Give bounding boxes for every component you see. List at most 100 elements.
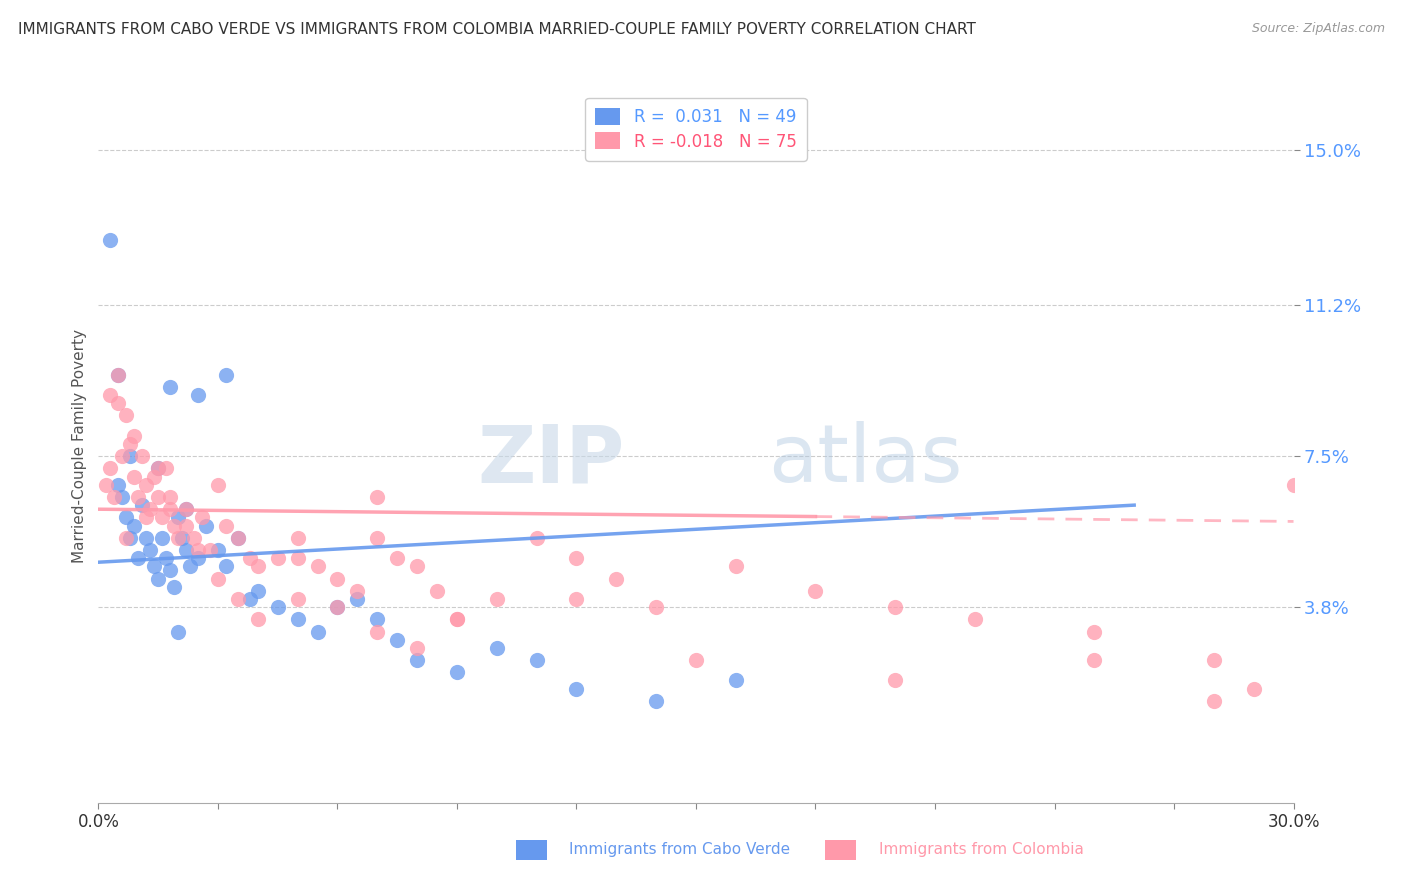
Point [246,583,269,598]
Legend: R =  0.031   N = 49, R = -0.018   N = 75: R = 0.031 N = 49, R = -0.018 N = 75 [585,97,807,161]
Point [215,559,238,574]
Point [307,624,329,639]
Point [239,591,262,606]
Text: Source: ZipAtlas.com: Source: ZipAtlas.com [1251,22,1385,36]
Point [159,502,181,516]
Text: ▪: ▪ [835,838,852,861]
Point [565,681,588,696]
Point [111,490,134,504]
Point [884,600,907,615]
Point [326,600,349,615]
Point [143,559,166,574]
Point [155,461,177,475]
Point [287,612,309,626]
Point [446,612,468,626]
Point [287,591,309,606]
Text: ▪: ▪ [526,838,543,861]
Point [163,518,186,533]
Point [111,449,134,463]
Point [645,694,668,708]
Point [191,510,214,524]
Point [226,591,249,606]
Point [167,624,190,639]
Point [963,612,986,626]
Point [287,551,309,566]
Point [724,559,747,574]
Point [159,490,181,504]
Text: IMMIGRANTS FROM CABO VERDE VS IMMIGRANTS FROM COLOMBIA MARRIED-COUPLE FAMILY POV: IMMIGRANTS FROM CABO VERDE VS IMMIGRANTS… [18,22,976,37]
Point [267,600,290,615]
Point [366,612,388,626]
Point [159,380,181,394]
Point [148,572,170,586]
Point [1083,624,1105,639]
Point [215,518,238,533]
Point [167,531,190,545]
Point [107,477,129,491]
Point [131,498,153,512]
Point [174,543,197,558]
Point [1243,681,1265,696]
Point [565,591,588,606]
Point [120,437,142,451]
Point [207,572,229,586]
Point [148,461,170,475]
Point [287,531,309,545]
Point [174,502,197,516]
Point [326,600,349,615]
Point [155,551,177,566]
Point [385,551,409,566]
Point [98,461,122,475]
Point [167,510,190,524]
Point [143,469,166,483]
Point [107,368,129,382]
Point [207,477,229,491]
Point [239,551,262,566]
Point [124,469,146,483]
Point [148,490,170,504]
Point [1202,653,1225,667]
Point [226,531,249,545]
Point [267,551,290,566]
Point [526,531,548,545]
Point [207,543,229,558]
Point [127,490,149,504]
Point [1282,477,1305,491]
Point [179,559,201,574]
Point [565,551,588,566]
Point [115,510,138,524]
Point [884,673,907,688]
Point [406,559,429,574]
Point [120,449,142,463]
Point [148,461,170,475]
Point [115,531,138,545]
Point [485,591,508,606]
Point [174,518,197,533]
Point [215,368,238,382]
Point [172,531,194,545]
Point [183,531,205,545]
Point [187,551,209,566]
Point [115,409,138,423]
Point [96,477,118,491]
Point [385,632,409,647]
Point [307,559,329,574]
Point [135,531,157,545]
Point [187,543,209,558]
Point [804,583,827,598]
Y-axis label: Married-Couple Family Poverty: Married-Couple Family Poverty [72,329,87,563]
Point [139,502,162,516]
Point [124,518,146,533]
Point [685,653,707,667]
Point [1202,694,1225,708]
Text: ZIP: ZIP [477,421,624,500]
Point [526,653,548,667]
Point [150,510,173,524]
Point [346,583,368,598]
Point [485,640,508,655]
Point [150,531,173,545]
Point [406,653,429,667]
Point [127,551,149,566]
Point [98,388,122,402]
Point [1083,653,1105,667]
